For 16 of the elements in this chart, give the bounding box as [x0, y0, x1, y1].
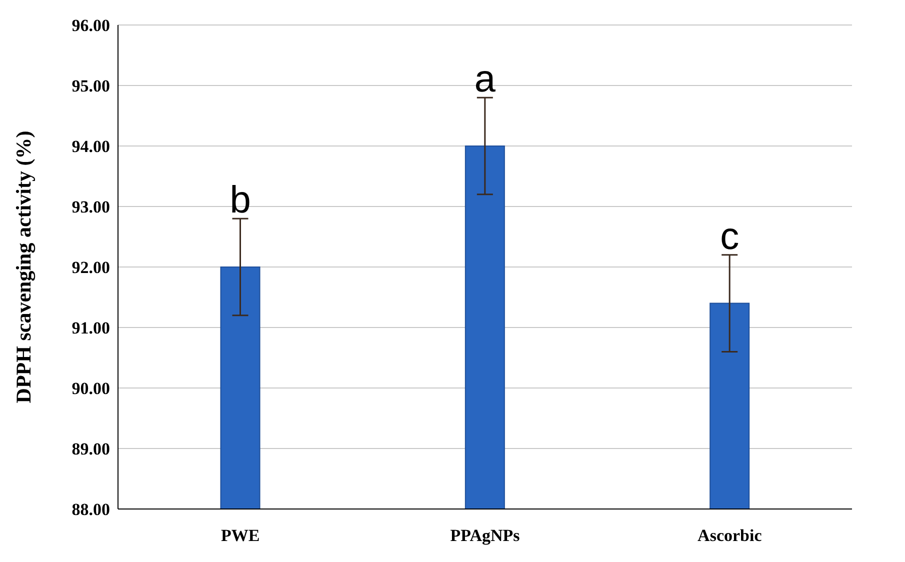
x-tick-label: Ascorbic: [698, 526, 762, 546]
annotation: b: [230, 180, 251, 222]
y-tick-label: 88.00: [72, 500, 110, 520]
annotation: a: [474, 58, 496, 101]
annotation: c: [720, 216, 740, 258]
y-tick-label: 92.00: [72, 258, 110, 278]
x-tick-label: PPAgNPs: [450, 526, 520, 546]
y-tick-label: 89.00: [72, 440, 110, 459]
y-tick-label: 94.00: [72, 137, 110, 156]
y-tick-label: 96.00: [72, 16, 110, 36]
x-tick-label: PWE: [220, 526, 260, 546]
y-axis-title: DPPH scavenging activity (%): [11, 130, 36, 404]
y-tick-label: 90.00: [72, 379, 110, 398]
y-tick-label: 93.00: [72, 198, 110, 217]
y-tick-label: 91.00: [72, 318, 110, 338]
y-tick-label: 95.00: [72, 76, 110, 96]
